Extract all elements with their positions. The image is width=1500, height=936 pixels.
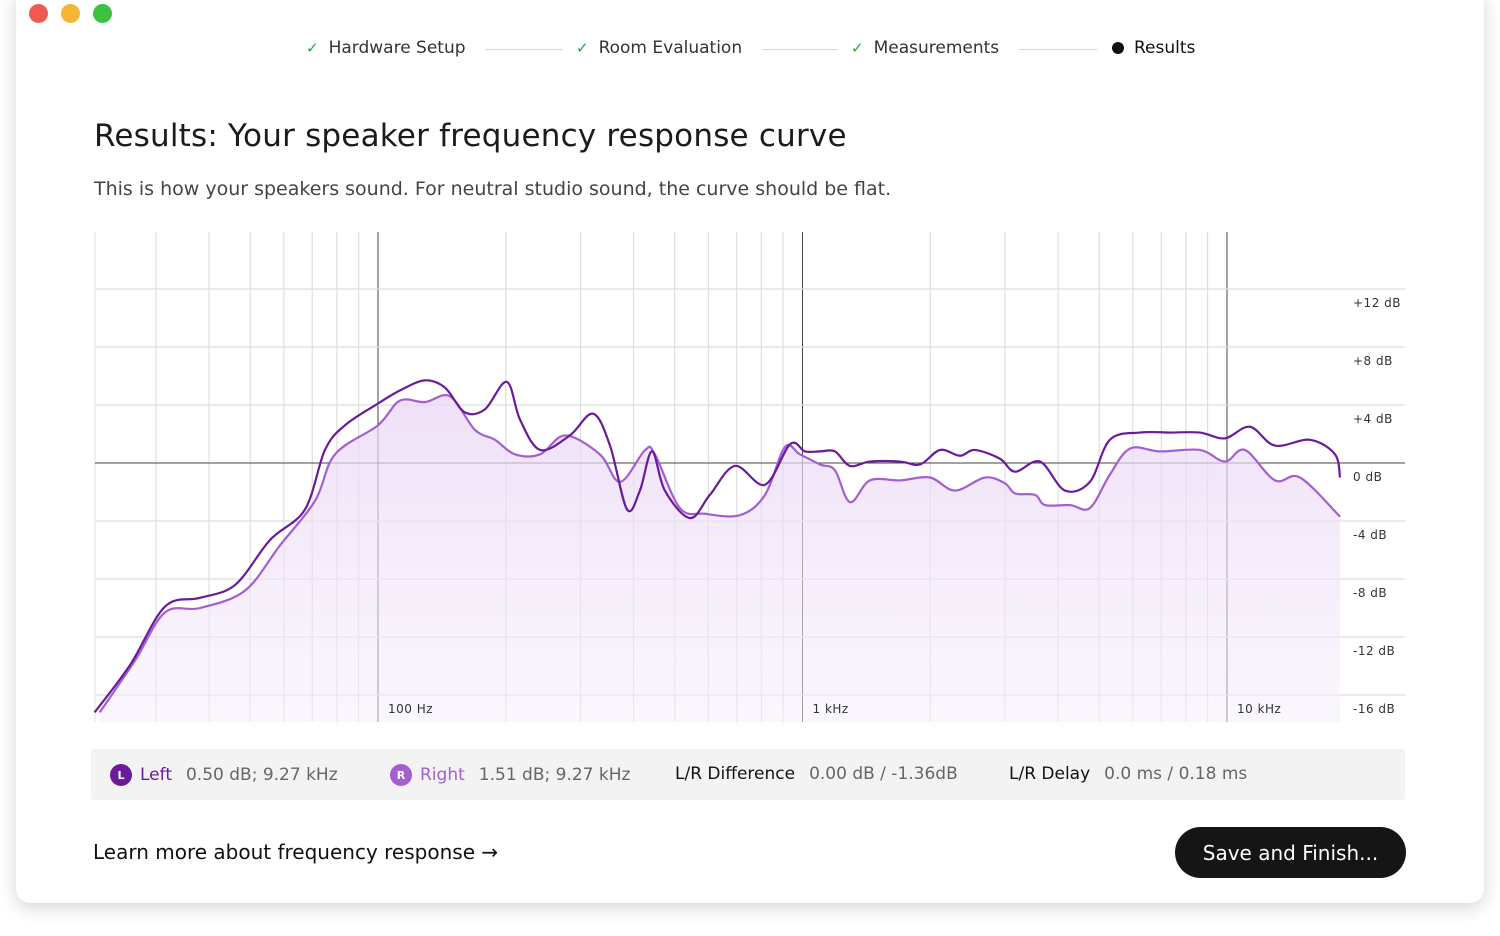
left-channel-summary: L Left 0.50 dB; 9.27 kHz <box>110 764 338 786</box>
check-icon: ✓ <box>306 39 319 57</box>
left-label: Left <box>140 765 172 785</box>
y-tick-label: 0 dB <box>1353 470 1382 484</box>
lr-difference: L/R Difference 0.00 dB / -1.36dB <box>675 764 958 784</box>
lr-difference-value: 0.00 dB / -1.36dB <box>809 764 958 784</box>
minimize-button[interactable] <box>61 4 80 23</box>
dot-icon <box>1112 42 1124 54</box>
page-subtitle: This is how your speakers sound. For neu… <box>94 178 892 200</box>
lr-delay: L/R Delay 0.0 ms / 0.18 ms <box>1009 764 1247 784</box>
right-channel-summary: R Right 1.51 dB; 9.27 kHz <box>390 764 630 786</box>
step-results: Results <box>1112 38 1195 58</box>
step-divider <box>762 49 838 50</box>
y-tick-label: -12 dB <box>1353 644 1395 658</box>
step-room-evaluation: ✓ Room Evaluation <box>576 38 742 58</box>
step-label: Hardware Setup <box>328 38 466 58</box>
check-icon: ✓ <box>851 39 864 57</box>
step-measurements: ✓ Measurements <box>851 38 999 58</box>
learn-more-link[interactable]: Learn more about frequency response → <box>93 840 499 864</box>
right-label: Right <box>420 765 465 785</box>
step-hardware-setup: ✓ Hardware Setup <box>306 38 466 58</box>
close-button[interactable] <box>29 4 48 23</box>
right-value: 1.51 dB; 9.27 kHz <box>478 765 631 785</box>
series-line-left <box>93 379 1342 714</box>
lr-difference-label: L/R Difference <box>675 764 796 784</box>
y-tick-label: -4 dB <box>1353 528 1387 542</box>
check-icon: ✓ <box>576 39 589 57</box>
step-label: Room Evaluation <box>598 38 743 58</box>
y-tick-label: +4 dB <box>1353 412 1393 426</box>
zoom-button[interactable] <box>93 4 112 23</box>
y-tick-label: -8 dB <box>1353 586 1387 600</box>
step-label: Measurements <box>873 38 1000 58</box>
step-divider <box>485 49 563 50</box>
x-tick-label: 1 kHz <box>813 702 849 716</box>
right-badge: R <box>390 764 412 786</box>
page-title: Results: Your speaker frequency response… <box>94 118 847 154</box>
step-label: Results <box>1134 38 1196 58</box>
y-tick-label: -16 dB <box>1353 702 1395 716</box>
left-badge: L <box>110 764 132 786</box>
lr-delay-label: L/R Delay <box>1009 764 1091 784</box>
step-divider <box>1019 49 1097 50</box>
summary-bar: L Left 0.50 dB; 9.27 kHz R Right 1.51 dB… <box>91 749 1405 800</box>
y-tick-label: +8 dB <box>1353 354 1393 368</box>
y-tick-label: +12 dB <box>1353 296 1401 310</box>
save-and-finish-button[interactable]: Save and Finish... <box>1175 827 1406 878</box>
x-tick-label: 10 kHz <box>1237 702 1281 716</box>
x-tick-label: 100 Hz <box>388 702 433 716</box>
progress-steps: ✓ Hardware Setup ✓ Room Evaluation ✓ Measur… <box>0 38 1500 64</box>
series-fill-right <box>99 395 1341 722</box>
left-value: 0.50 dB; 9.27 kHz <box>185 765 338 785</box>
lr-delay-value: 0.0 ms / 0.18 ms <box>1104 764 1248 784</box>
